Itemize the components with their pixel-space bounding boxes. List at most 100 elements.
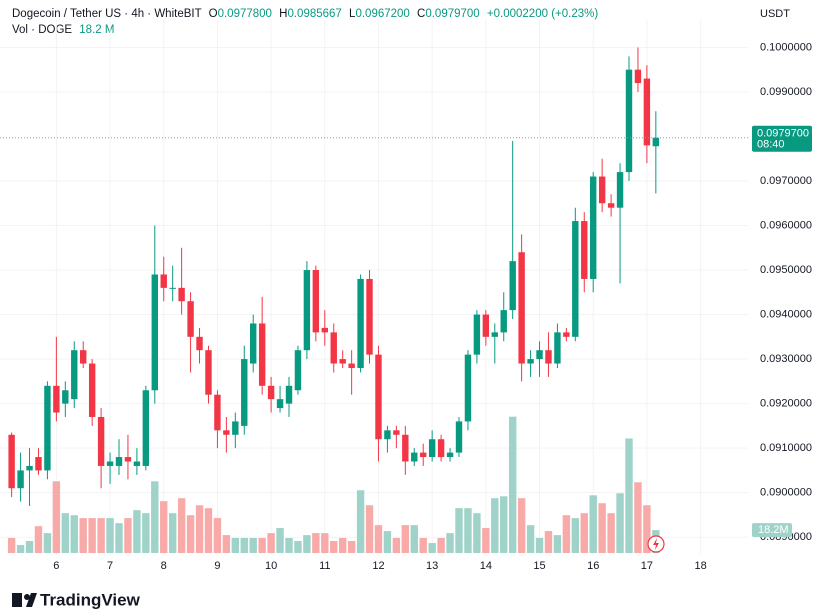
volume-bar — [338, 538, 347, 553]
h-label: H — [279, 8, 287, 20]
x-tick-label: 12 — [372, 560, 384, 572]
volume-bar — [97, 518, 105, 553]
volume-value: 18.2 M — [79, 24, 114, 36]
volume-bar — [7, 538, 16, 553]
logo: TradingView — [12, 590, 141, 609]
candle-body — [598, 176, 606, 204]
candle-body — [250, 323, 257, 364]
volume-bar — [446, 533, 454, 553]
replay-button[interactable] — [647, 535, 665, 553]
candle-body — [554, 332, 561, 364]
symbol: Dogecoin / Tether US · 4h · WhiteBIT — [12, 8, 202, 20]
volume-bar — [571, 518, 580, 553]
candle-body — [581, 221, 588, 279]
candle-body — [53, 385, 60, 413]
candle-body — [80, 350, 87, 364]
candle-body — [214, 394, 221, 431]
volume-bar — [383, 531, 392, 553]
x-tick-label: 11 — [319, 560, 330, 572]
volume-bar — [347, 541, 356, 553]
y-tick-label: 0.0950000 — [760, 264, 812, 276]
volume-bar — [625, 438, 633, 553]
volume-legend: Vol · DOGE 18.2 M — [12, 24, 114, 36]
candle-body — [160, 274, 167, 288]
volume-bar — [115, 523, 123, 553]
candle-body — [563, 332, 570, 337]
candle-body — [124, 457, 132, 462]
candle-body — [106, 461, 114, 466]
volume-bar — [437, 538, 445, 553]
candle-body — [428, 439, 436, 458]
candle-body — [473, 314, 481, 355]
candle-body — [35, 457, 42, 471]
candle-body — [223, 430, 230, 435]
volume-bar — [508, 416, 517, 553]
y-tick-label: 0.0920000 — [760, 398, 812, 410]
volume-bar — [195, 505, 204, 553]
candle-body — [402, 434, 409, 462]
volume-bar — [88, 518, 96, 553]
volume-bar — [473, 513, 481, 553]
volume-bar — [160, 501, 168, 553]
volume-bar — [634, 482, 642, 553]
candle-body — [205, 350, 212, 395]
candle-body — [616, 172, 624, 208]
volume-bar — [70, 515, 78, 553]
candle-body — [348, 363, 355, 368]
candle-body — [285, 385, 293, 404]
o-value: 0.0977800 — [218, 8, 272, 20]
candle-body — [258, 323, 266, 386]
volume-bar — [455, 508, 463, 553]
y-tick-label: 0.0970000 — [760, 175, 812, 187]
logo-mark — [24, 594, 30, 600]
volume-bar — [535, 538, 544, 553]
candle-body — [366, 278, 373, 355]
volume-bar — [616, 493, 624, 553]
volume-bar — [52, 481, 61, 553]
candle-body — [545, 350, 552, 364]
candle-body — [357, 278, 364, 368]
candle-body — [446, 452, 454, 458]
candle-body — [375, 354, 382, 440]
x-tick-label: 9 — [214, 560, 220, 572]
volume-bar — [249, 538, 257, 553]
last-price-box — [752, 125, 812, 152]
candle-body — [133, 461, 141, 466]
volume-bar — [419, 538, 427, 553]
volume-bar — [258, 538, 266, 553]
volume-bar — [312, 533, 320, 553]
volume-bar — [643, 505, 651, 553]
candle-body — [232, 421, 239, 435]
candle-body — [169, 287, 176, 289]
volume-bar — [79, 518, 87, 553]
candle-body — [321, 327, 328, 333]
l-label: L — [349, 8, 356, 20]
candle-body — [339, 359, 346, 364]
candle-body — [312, 270, 320, 333]
c-value: 0.0979700 — [425, 8, 479, 20]
volume-bar — [321, 533, 329, 553]
logo-mark — [12, 593, 22, 607]
candle-body — [536, 350, 543, 360]
volume-bar — [553, 535, 562, 553]
candle-body — [115, 457, 123, 466]
replay-icon[interactable] — [653, 538, 659, 550]
candle-body — [88, 363, 96, 417]
volume-bar — [589, 495, 597, 553]
volume-bar — [25, 541, 34, 553]
y-tick-label: 0.0940000 — [760, 308, 812, 320]
volume-bar — [240, 538, 248, 553]
candle-body — [393, 430, 400, 435]
volume-bar — [491, 498, 499, 553]
candle-body — [241, 359, 248, 426]
volume-bar — [428, 543, 436, 553]
candle-body — [26, 465, 33, 471]
volume-bar — [142, 513, 150, 553]
y-tick-label: 0.0930000 — [760, 353, 812, 365]
candle-body — [411, 452, 418, 462]
volume-bar — [562, 515, 571, 553]
y-tick-label: 0.0960000 — [760, 219, 812, 231]
volume-bar — [276, 528, 284, 553]
candle-body — [607, 203, 615, 208]
candle-body — [384, 430, 391, 440]
